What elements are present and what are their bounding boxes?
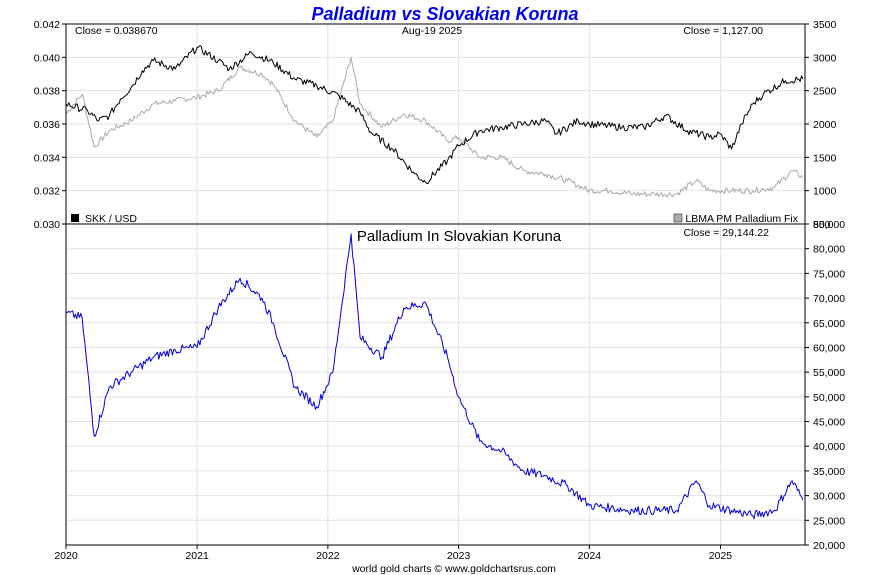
left-tick-label: 0.032 (34, 186, 60, 198)
bottom-right-tick-label: 40,000 (813, 441, 845, 453)
legend-skk-label: SKK / USD (85, 213, 137, 225)
right-tick-label: 3000 (813, 52, 837, 64)
top-panel-grid (65, 23, 805, 225)
palladium-skk-series-line (65, 233, 804, 520)
right-tick-label: 1000 (813, 186, 837, 198)
bottom-right-tick-label: 65,000 (813, 318, 845, 330)
left-tick-label: 0.036 (34, 119, 60, 131)
left-tick-label: 0.042 (34, 19, 60, 31)
bottom-close-label: Close = 29,144.22 (683, 227, 769, 239)
left-tick-label: 0.038 (34, 86, 60, 98)
bottom-right-tick-label: 25,000 (813, 515, 845, 527)
x-tick-label: 2022 (316, 550, 340, 562)
bottom-right-tick-label: 50,000 (813, 392, 845, 404)
skk-series-line (65, 45, 804, 185)
bottom-chart-title: Palladium In Slovakian Koruna (357, 228, 562, 245)
left-tick-label: 0.030 (34, 219, 60, 231)
top-right-axis: 500 1000 1500 2000 2500 3000 3500 (805, 19, 837, 231)
left-tick-label: 0.040 (34, 52, 60, 64)
x-axis: 2020 2021 2022 2023 2024 2025 (54, 545, 732, 562)
legend-swatch-palladium (673, 213, 683, 223)
legend-palladium-label: LBMA PM Palladium Fix (685, 213, 798, 225)
right-tick-label: 500 (813, 219, 831, 231)
right-tick-label: 2000 (813, 119, 837, 131)
bottom-right-tick-label: 80,000 (813, 244, 845, 256)
left-tick-label: 0.034 (34, 152, 60, 164)
chart-title: Palladium vs Slovakian Koruna (311, 4, 578, 24)
right-tick-label: 3500 (813, 19, 837, 31)
bottom-right-tick-label: 20,000 (813, 540, 845, 552)
bottom-right-tick-label: 60,000 (813, 342, 845, 354)
bottom-panel-frame (65, 223, 806, 546)
bottom-panel-grid (65, 223, 805, 546)
bottom-right-tick-label: 45,000 (813, 417, 845, 429)
palladium-series-line (65, 56, 804, 198)
right-tick-label: 2500 (813, 86, 837, 98)
x-tick-label: 2021 (185, 550, 209, 562)
x-tick-label: 2024 (578, 550, 602, 562)
top-panel-series (65, 45, 804, 198)
bottom-right-tick-label: 55,000 (813, 367, 845, 379)
bottom-right-tick-label: 85,000 (813, 219, 845, 231)
bottom-right-tick-label: 35,000 (813, 466, 845, 478)
legend-swatch-skk (71, 214, 79, 222)
right-tick-label: 1500 (813, 152, 837, 164)
bottom-panel-series (65, 233, 804, 520)
date-label: Aug-19 2025 (402, 25, 462, 37)
top-left-axis: 0.030 0.032 0.034 0.036 0.038 0.040 0.042 (34, 19, 66, 231)
bottom-right-tick-label: 70,000 (813, 293, 845, 305)
x-tick-label: 2023 (447, 550, 471, 562)
bottom-right-tick-label: 75,000 (813, 268, 845, 280)
bottom-right-tick-label: 30,000 (813, 491, 845, 503)
bottom-right-axis: 20,000 25,000 30,000 35,000 40,000 45,000 50,0… (805, 219, 845, 552)
x-tick-label: 2020 (54, 550, 78, 562)
footer-credit: world gold charts © www.goldchartsrus.co… (351, 563, 556, 575)
skk-close-label: Close = 0.038670 (75, 25, 158, 37)
x-tick-label: 2025 (709, 550, 733, 562)
palladium-close-label: Close = 1,127.00 (683, 25, 763, 37)
